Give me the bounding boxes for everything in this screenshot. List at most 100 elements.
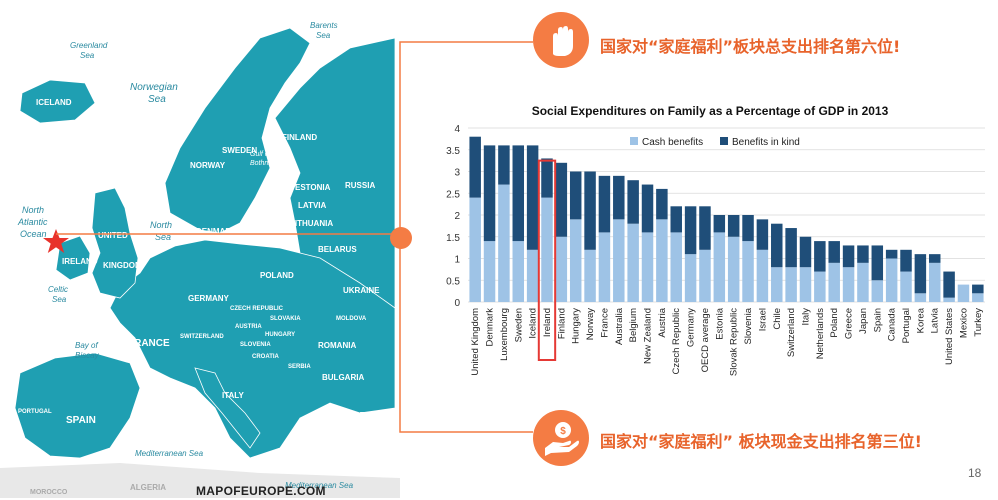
bar-in-kind (627, 180, 639, 224)
bar-in-kind (727, 215, 740, 237)
map-label-lithuania: LITHUANIA (290, 219, 333, 228)
bar-in-kind (814, 241, 826, 272)
map-label-greenland-sea: Greenland (70, 41, 108, 50)
bar-in-kind (598, 175, 611, 233)
bar-in-kind (670, 206, 682, 233)
bar-in-kind (656, 188, 668, 220)
legend-label: Benefits in kind (732, 137, 800, 148)
map-label-bay-of-biscay-2: Biscay (75, 351, 100, 360)
bar-cash (555, 236, 568, 302)
map-land-iceland (19, 79, 96, 124)
map-label-sweden: SWEDEN (222, 146, 257, 155)
bar-in-kind (699, 206, 711, 250)
x-tick-label: Italy (800, 308, 811, 326)
map-label-france: FRANCE (128, 338, 170, 349)
map-label-hungary: HUNGARY (265, 332, 295, 338)
bar-cash (498, 184, 510, 302)
x-tick-label: Portugal (901, 308, 912, 343)
bar-in-kind (541, 158, 553, 198)
x-tick-label: New Zealand (643, 308, 654, 364)
map-label-norway: NORWAY (190, 161, 226, 170)
x-tick-label: France (599, 308, 610, 338)
bar-cash (699, 249, 711, 302)
map-label-iceland: ICELAND (36, 98, 72, 107)
bar-cash (771, 267, 783, 302)
x-tick-label: Luxembourg (499, 308, 510, 361)
x-tick-label: United States (944, 308, 955, 365)
bar-in-kind (569, 171, 582, 220)
bar-cash (885, 258, 898, 302)
x-tick-label: Mexico (958, 308, 969, 338)
map-label-norwegian-sea-2: Sea (148, 94, 166, 105)
ireland-star-marker (43, 229, 69, 253)
x-tick-label: Netherlands (815, 308, 826, 359)
x-tick-label: Slovenia (743, 307, 754, 344)
y-tick-label: 1 (454, 255, 460, 266)
y-tick-label: 3.5 (446, 146, 460, 157)
x-tick-label: Denmark (485, 308, 496, 347)
y-tick-label: 2.5 (446, 189, 460, 200)
bar-in-kind (684, 206, 697, 255)
map-label-united-kingdom-2: KINGDOM (103, 261, 142, 270)
bar-cash (727, 236, 740, 302)
x-tick-label: United Kingdom (470, 308, 481, 376)
x-tick-label: Estonia (714, 307, 725, 339)
x-tick-label: Greece (844, 308, 855, 339)
map-land-ireland (55, 235, 91, 281)
bar-cash (713, 232, 726, 302)
bar-in-kind (828, 241, 840, 263)
x-tick-label: Finland (556, 308, 567, 339)
map-label-denmark: DENMARK (196, 227, 237, 236)
hand-icon (533, 12, 589, 68)
map-land-uk (91, 187, 139, 299)
legend-swatch (630, 137, 638, 145)
map-land-central (109, 239, 396, 459)
x-tick-label: Poland (829, 308, 840, 338)
map-label-finland: FINLAND (282, 133, 317, 142)
money-hand-icon-svg: $ (545, 422, 579, 456)
map-label-celtic-sea: Celtic (48, 285, 68, 294)
map-label-united-kingdom: UNITED (98, 231, 128, 240)
map-label-turkey: TURKEY (360, 411, 394, 420)
map-label-slovakia: SLOVAKIA (270, 316, 301, 322)
map-label-austria: AUSTRIA (235, 324, 262, 330)
map-label-russia: RUSSIA (345, 181, 375, 190)
bar-cash (684, 254, 697, 302)
map-label-czech-republic: CZECH REPUBLIC (230, 306, 284, 312)
map-land-africa (0, 463, 400, 498)
map-label-norwegian-sea: Norwegian (130, 82, 178, 93)
x-tick-label: Norway (585, 308, 596, 340)
bar-cash (799, 267, 812, 302)
x-tick-label: Austria (657, 307, 668, 337)
map-label-moldova: MOLDOVA (336, 316, 367, 322)
chart-title: Social Expenditures on Family as a Perce… (532, 104, 889, 118)
family-expenditure-chart: Social Expenditures on Family as a Perce… (446, 104, 985, 376)
map-label-slovenia: SLOVENIA (240, 342, 271, 348)
map-label-greece: GREECE (306, 419, 340, 428)
map-label-switzerland: SWITZERLAND (180, 334, 224, 340)
bar-in-kind (483, 145, 496, 242)
map-label-croatia: CROATIA (252, 354, 280, 360)
bar-cash (756, 249, 769, 302)
map-label-algeria: ALGERIA (130, 483, 166, 492)
map-label-serbia: SERBIA (288, 364, 311, 370)
bar-in-kind (555, 162, 568, 237)
map-land-iberia (14, 352, 141, 459)
y-tick-label: 1.5 (446, 233, 460, 244)
callout-total-rank: 国家对“家庭福利”板块总支出排名第六位! (600, 37, 901, 56)
bar-in-kind (526, 145, 539, 250)
bar-in-kind (613, 175, 625, 220)
svg-text:$: $ (560, 426, 566, 437)
bar-cash (957, 284, 970, 302)
map-label-germany: GERMANY (188, 294, 230, 303)
x-tick-label: Chile (772, 308, 783, 330)
bar-in-kind (498, 145, 510, 185)
bar-in-kind (713, 215, 726, 233)
map-label-poland: POLAND (260, 271, 294, 280)
bar-cash (928, 262, 941, 302)
bar-cash (627, 223, 639, 302)
bar-cash (943, 297, 955, 302)
bar-cash (914, 293, 927, 302)
bar-cash (526, 249, 539, 302)
bar-in-kind (785, 228, 797, 268)
